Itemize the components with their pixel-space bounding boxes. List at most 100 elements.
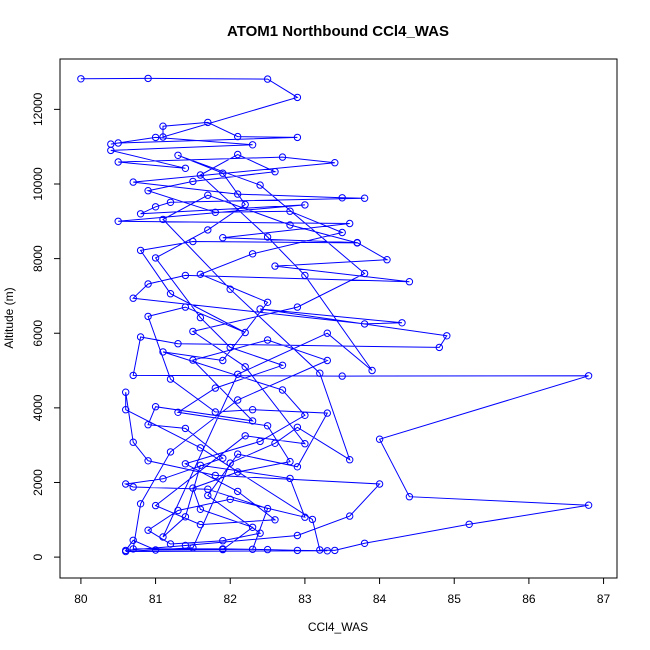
data-point [584, 501, 593, 509]
data-point [114, 158, 122, 166]
data-point [256, 437, 264, 446]
data-point [196, 505, 205, 513]
data-point [136, 333, 145, 341]
data-point [256, 305, 264, 313]
data-point [196, 313, 205, 322]
data-point [465, 520, 473, 528]
data-point [301, 271, 309, 280]
data-point [323, 409, 331, 417]
x-tick-label: 87 [597, 592, 611, 606]
data-point [189, 356, 197, 364]
data-point [226, 495, 234, 503]
data-point [136, 500, 145, 508]
data-point [293, 531, 302, 540]
data-point [226, 285, 234, 293]
data-point [346, 512, 354, 520]
data-point [248, 406, 257, 414]
data-point [271, 168, 279, 176]
data-point [196, 270, 205, 278]
data-point [248, 417, 257, 425]
data-point [375, 480, 384, 488]
data-point [129, 371, 137, 380]
data-point [360, 539, 369, 547]
data-point [166, 290, 175, 298]
data-point [196, 444, 205, 452]
data-point [308, 515, 317, 524]
data-point [211, 471, 220, 480]
data-point [129, 178, 137, 186]
data-point [211, 408, 220, 416]
y-tick-label: 8000 [31, 245, 45, 272]
data-point [338, 194, 346, 202]
data-point [263, 545, 272, 554]
data-point [174, 408, 182, 416]
data-point [360, 269, 369, 278]
data-point [293, 546, 302, 555]
data-point [405, 278, 414, 286]
data-point [323, 356, 331, 365]
data-point [151, 133, 160, 142]
data-point [286, 457, 294, 466]
data-point [338, 228, 346, 237]
data-point [196, 461, 205, 469]
data-point [323, 547, 331, 555]
data-point [301, 201, 309, 209]
data-point [293, 463, 302, 471]
data-point [248, 141, 257, 149]
data-point [286, 207, 294, 215]
data-point [331, 546, 339, 555]
data-point [219, 537, 227, 545]
data-point [211, 384, 220, 392]
data-point [181, 513, 190, 521]
data-point [166, 198, 175, 207]
data-point [204, 226, 212, 234]
data-point [263, 504, 272, 513]
y-axis-label: Altitude (m) [2, 287, 16, 348]
data-point [114, 139, 122, 147]
data-point [219, 545, 227, 554]
data-point [256, 181, 264, 189]
data-point [316, 546, 324, 554]
x-tick-label: 82 [224, 592, 238, 606]
data-point [271, 439, 279, 447]
data-point [234, 150, 242, 159]
data-point [107, 146, 115, 155]
series-ccl4-was [77, 74, 593, 556]
data-point [114, 217, 122, 226]
data-point [248, 523, 257, 531]
data-point [166, 448, 175, 456]
series-line [80, 77, 589, 552]
x-axis-label: CCl4_WAS [308, 620, 368, 634]
data-point [144, 421, 152, 429]
data-point [151, 501, 160, 510]
data-point [293, 423, 302, 431]
data-point [129, 536, 137, 544]
data-point [204, 191, 212, 199]
data-point [219, 169, 227, 177]
data-point [383, 256, 391, 264]
data-point [189, 177, 197, 186]
data-point [234, 370, 242, 378]
data-point [122, 388, 130, 396]
data-point [346, 219, 354, 228]
data-point [219, 234, 227, 242]
data-point [144, 74, 152, 83]
data-point [129, 545, 137, 553]
data-point [181, 541, 190, 550]
x-axis: 80 81 82 83 84 85 86 87 [74, 577, 611, 606]
data-point [159, 475, 167, 483]
y-tick-label: 4000 [31, 394, 45, 421]
data-point [226, 343, 234, 352]
data-point [271, 516, 279, 524]
y-axis: 0 2000 4000 6000 8000 10000 12000 [31, 92, 61, 560]
data-point [174, 506, 182, 515]
data-point [166, 540, 175, 548]
data-point [159, 133, 167, 141]
data-point [174, 340, 182, 348]
data-point [241, 328, 249, 337]
data-point [360, 320, 369, 328]
data-point [151, 546, 160, 554]
data-point [301, 513, 309, 521]
data-point [263, 422, 272, 430]
data-point [293, 303, 302, 311]
